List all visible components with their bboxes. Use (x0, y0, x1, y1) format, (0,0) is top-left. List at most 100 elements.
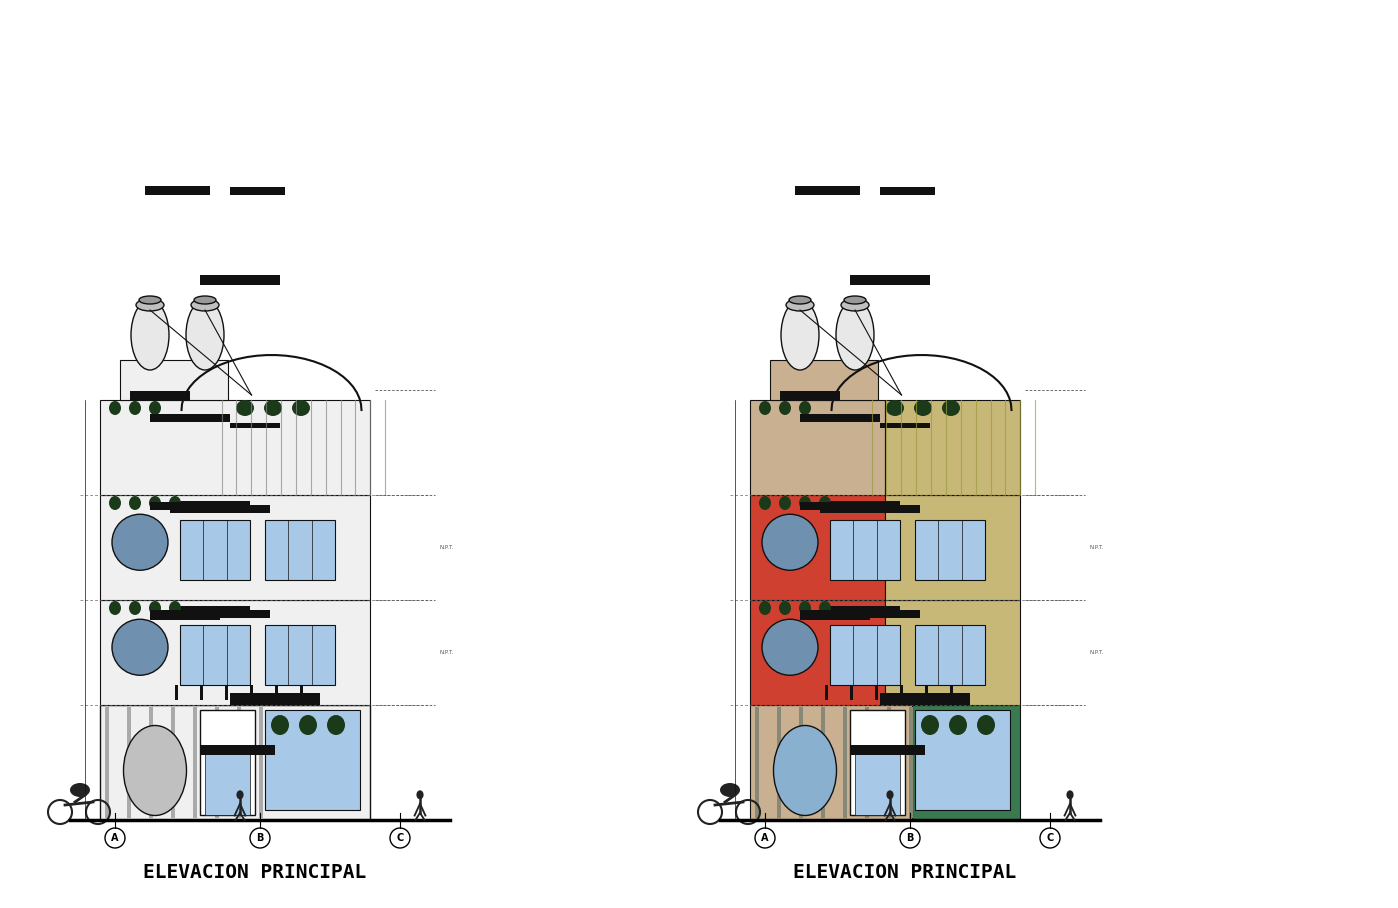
Bar (225, 685, 228, 700)
Ellipse shape (264, 400, 282, 416)
Ellipse shape (194, 296, 217, 304)
Bar (780, 391, 840, 400)
Bar (825, 685, 828, 700)
Ellipse shape (800, 401, 811, 415)
Ellipse shape (186, 300, 224, 370)
Ellipse shape (169, 496, 180, 510)
Bar (150, 707, 152, 818)
Bar (886, 707, 891, 818)
Bar (215, 707, 219, 818)
Text: C: C (1046, 833, 1054, 843)
Bar (821, 707, 825, 818)
Ellipse shape (169, 601, 180, 615)
Ellipse shape (299, 715, 317, 735)
Bar (259, 707, 263, 818)
Bar (180, 520, 250, 580)
Bar (770, 360, 878, 400)
Bar (250, 685, 253, 700)
Bar (749, 705, 911, 820)
Bar (821, 610, 920, 618)
Ellipse shape (720, 783, 740, 797)
Bar (916, 710, 1009, 810)
Ellipse shape (949, 715, 967, 735)
Bar (821, 505, 920, 513)
Ellipse shape (977, 715, 995, 735)
Bar (800, 707, 802, 818)
Ellipse shape (886, 400, 905, 416)
Ellipse shape (942, 400, 960, 416)
Ellipse shape (842, 299, 870, 311)
Ellipse shape (150, 401, 161, 415)
Ellipse shape (921, 715, 939, 735)
Bar (909, 707, 913, 818)
Circle shape (755, 828, 774, 848)
Bar (238, 707, 240, 818)
Text: N.P.T.: N.P.T. (1090, 650, 1104, 655)
Text: N.P.T.: N.P.T. (1090, 545, 1104, 550)
Bar (850, 275, 930, 285)
Bar (200, 685, 203, 700)
Bar (101, 600, 370, 705)
Text: B: B (256, 833, 264, 843)
Ellipse shape (786, 299, 814, 311)
Bar (749, 495, 885, 600)
Ellipse shape (844, 296, 865, 304)
Ellipse shape (129, 496, 141, 510)
Bar (266, 710, 361, 810)
Bar (800, 610, 870, 620)
Ellipse shape (138, 296, 161, 304)
Bar (200, 275, 280, 285)
Bar (900, 685, 903, 700)
Bar (821, 501, 900, 505)
Bar (885, 495, 1021, 600)
Bar (275, 685, 278, 700)
Bar (101, 705, 370, 820)
Bar (200, 710, 254, 815)
Bar (850, 710, 905, 815)
Bar (231, 187, 285, 195)
Ellipse shape (819, 496, 830, 510)
Ellipse shape (779, 496, 791, 510)
Text: A: A (762, 833, 769, 843)
Ellipse shape (150, 496, 161, 510)
Circle shape (762, 514, 818, 570)
Ellipse shape (759, 496, 772, 510)
Text: A: A (112, 833, 119, 843)
Bar (180, 625, 250, 685)
Bar (875, 685, 878, 700)
Ellipse shape (292, 400, 310, 416)
Bar (127, 707, 131, 818)
Ellipse shape (70, 783, 89, 797)
Circle shape (112, 619, 168, 676)
Ellipse shape (129, 601, 141, 615)
Bar (105, 707, 109, 818)
Ellipse shape (192, 299, 219, 311)
Bar (171, 606, 250, 610)
Ellipse shape (788, 296, 811, 304)
Ellipse shape (800, 601, 811, 615)
Bar (850, 685, 853, 700)
Ellipse shape (886, 790, 893, 799)
Bar (150, 610, 219, 620)
Ellipse shape (779, 601, 791, 615)
Ellipse shape (129, 401, 141, 415)
Bar (800, 502, 856, 510)
Ellipse shape (800, 496, 811, 510)
Bar (795, 186, 860, 195)
Ellipse shape (136, 299, 164, 311)
Circle shape (762, 619, 818, 676)
Ellipse shape (781, 300, 819, 370)
Ellipse shape (327, 715, 345, 735)
Bar (266, 520, 336, 580)
Ellipse shape (150, 601, 161, 615)
Ellipse shape (131, 300, 169, 370)
Bar (821, 606, 900, 610)
Text: N.P.T.: N.P.T. (440, 650, 454, 655)
Ellipse shape (123, 725, 186, 815)
Bar (749, 600, 885, 705)
Bar (301, 685, 303, 700)
Text: ELEVACION PRINCIPAL: ELEVACION PRINCIPAL (144, 863, 366, 882)
Bar (171, 505, 270, 513)
Ellipse shape (271, 715, 289, 735)
Bar (879, 693, 970, 705)
